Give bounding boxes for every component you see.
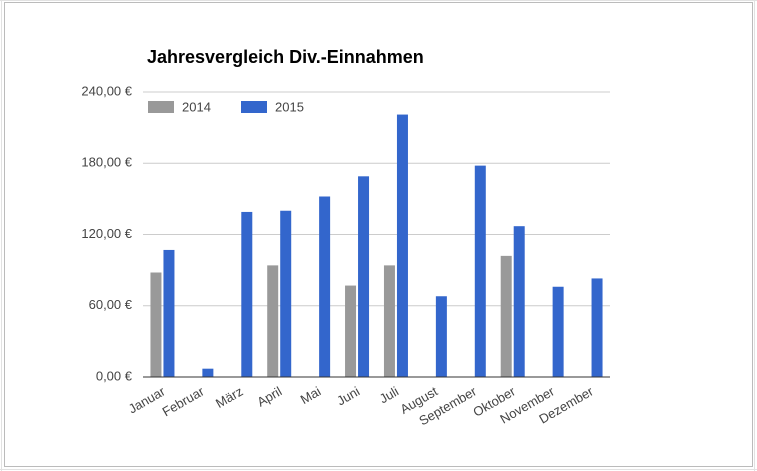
legend-label: 2015 xyxy=(275,99,304,114)
bar xyxy=(202,368,214,377)
legend-label: 2014 xyxy=(182,99,211,114)
chart-title: Jahresvergleich Div.-Einnahmen xyxy=(147,47,424,67)
bar xyxy=(396,114,408,377)
bar xyxy=(319,196,331,377)
bar xyxy=(358,176,370,377)
bar xyxy=(280,210,292,377)
bar xyxy=(591,278,603,377)
y-tick-label: 120,00 € xyxy=(81,226,132,241)
bar xyxy=(552,286,564,377)
bar xyxy=(267,265,279,377)
bar xyxy=(345,285,357,377)
bar xyxy=(383,265,395,377)
bar xyxy=(163,249,175,377)
bar xyxy=(241,211,253,377)
bar xyxy=(150,272,162,377)
y-tick-label: 0,00 € xyxy=(96,368,133,383)
bar xyxy=(500,255,512,377)
legend-swatch xyxy=(241,101,267,113)
y-tick-label: 180,00 € xyxy=(81,155,132,170)
bar xyxy=(435,296,447,377)
y-tick-label: 60,00 € xyxy=(89,297,133,312)
bar xyxy=(474,165,486,377)
legend-swatch xyxy=(148,101,174,113)
y-tick-label: 240,00 € xyxy=(81,83,132,98)
bar xyxy=(513,226,525,377)
